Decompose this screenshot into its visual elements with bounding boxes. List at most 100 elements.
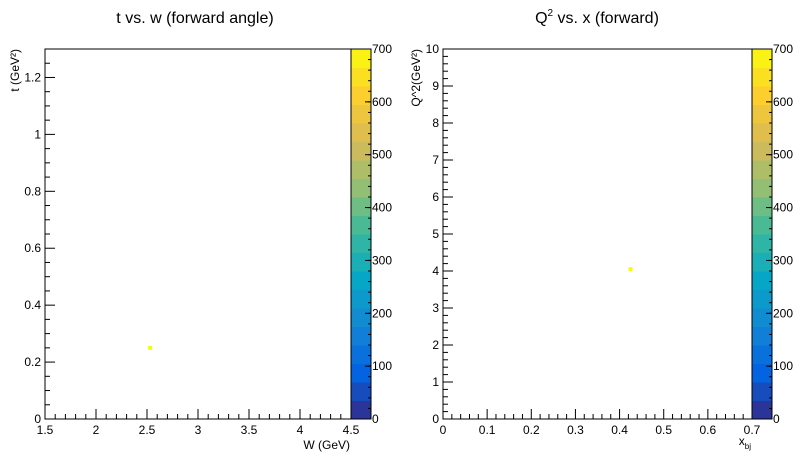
color-scale-band [752, 178, 772, 198]
color-scale-band [752, 215, 772, 235]
color-scale-band [351, 363, 371, 383]
color-scale-band [752, 308, 772, 327]
color-scale-band [752, 49, 772, 68]
color-scale-band [752, 197, 772, 216]
color-scale-band [752, 123, 772, 142]
y-tick-label: 1 [432, 375, 439, 389]
x-tick-label: 0.2 [523, 423, 540, 437]
colorbar-tick-label: 100 [372, 359, 392, 373]
y-tick-label: 0.4 [24, 298, 41, 312]
t-vs-w-panel: t vs. w (forward angle) 1.5 2 2.5 3 3.5 4 4.5 0… [8, 10, 392, 452]
colorbar-tick-label: 300 [372, 253, 392, 267]
x-tick-label: 2 [93, 423, 100, 437]
y-tick-label: 8 [432, 116, 439, 130]
color-scale-band [752, 382, 772, 401]
y-tick-label: 6 [432, 190, 439, 204]
color-scale-bar: 0 100 200 300 400 500 600 700 [751, 42, 793, 426]
y-tick-label: 2 [432, 338, 439, 352]
x-tick-label: 0.6 [700, 423, 717, 437]
panel-title: Q2 vs. x (forward) [535, 8, 659, 27]
color-scale-band [752, 234, 772, 253]
histogram-bin [628, 267, 633, 272]
x-tick-label: 0.3 [567, 423, 584, 437]
y-tick-label: 0.2 [24, 355, 41, 369]
y-tick-label: 7 [432, 153, 439, 167]
y-tick-label: 1 [34, 127, 41, 141]
color-scale-band [351, 104, 371, 124]
y-tick-label: 0 [432, 412, 439, 426]
x-tick-label: 3 [195, 423, 202, 437]
color-scale-band [351, 197, 371, 216]
color-scale-band [351, 49, 371, 68]
x-tick-label: 0.7 [744, 423, 761, 437]
color-scale-band [351, 289, 371, 309]
y-tick-label: 4 [432, 264, 439, 278]
color-scale-band [351, 271, 371, 290]
x-tick-label: 1.5 [37, 423, 54, 437]
color-scale-band [752, 271, 772, 290]
title-superscript-2: 2 [548, 8, 554, 19]
q2-vs-x-panel: Q2 vs. x (forward) 0 0.1 0.2 0.3 0.4 0.5 0.6 0.… [409, 8, 793, 451]
panel-title: t vs. w (forward angle) [116, 10, 273, 27]
color-scale-band [351, 67, 371, 87]
color-scale-band [351, 141, 371, 161]
color-scale-band [752, 326, 772, 346]
color-scale-band [351, 252, 371, 272]
colorbar-tick-label: 0 [372, 412, 379, 426]
histogram-bin [148, 345, 153, 350]
color-scale-band [351, 345, 371, 364]
color-scale-band [752, 67, 772, 87]
colorbar-tick-label: 200 [773, 306, 793, 320]
color-scale-band [752, 141, 772, 161]
colorbar-tick-label: 100 [773, 359, 793, 373]
colorbar-tick-label: 500 [372, 148, 392, 162]
x-tick-label: 3.5 [241, 423, 258, 437]
axis-ticks: 0 0.1 0.2 0.3 0.4 0.5 0.6 0.7 0 1 2 3 4 5 6 7 8 9 10 [426, 42, 761, 437]
color-scale-band [752, 289, 772, 309]
color-scale-band [752, 400, 772, 420]
color-scale-frame [350, 48, 372, 420]
color-scale-band [351, 86, 371, 105]
y-tick-label: 0.8 [24, 184, 41, 198]
x-axis-label: W (GeV) [303, 438, 350, 452]
colorbar-tick-label: 500 [773, 148, 793, 162]
y-tick-label: 5 [432, 227, 439, 241]
colorbar-tick-label: 600 [372, 95, 392, 109]
title-rest: vs. x (forward) [553, 10, 659, 27]
y-tick-label: 9 [432, 79, 439, 93]
x-tick-label: 0.4 [611, 423, 628, 437]
color-scale-band [351, 178, 371, 198]
color-scale-band [351, 400, 371, 420]
y-axis-label: Q^2(GeV²) [409, 49, 423, 107]
y-axis-label: t (GeV²) [8, 49, 22, 92]
x-tick-label: 0.1 [479, 423, 496, 437]
color-scale-band [752, 86, 772, 105]
axis-ticks: 1.5 2 2.5 3 3.5 4 4.5 0 0.2 0.4 0.6 0.8 1 1.2 [24, 48, 360, 437]
color-scale-band [752, 252, 772, 272]
colorbar-tick-label: 700 [773, 42, 793, 56]
color-scale-band [351, 160, 371, 179]
x-tick-label: 0.5 [655, 423, 672, 437]
histogram-bins [628, 267, 633, 272]
y-tick-label: 3 [432, 301, 439, 315]
colorbar-tick-label: 700 [372, 42, 392, 56]
color-scale-band [752, 160, 772, 179]
y-tick-label: 0 [34, 412, 41, 426]
colorbar-tick-label: 200 [372, 306, 392, 320]
x-tick-label: 4 [297, 423, 304, 437]
y-tick-label: 10 [426, 42, 440, 56]
color-scale-frame [751, 48, 773, 420]
colorbar-tick-label: 300 [773, 253, 793, 267]
color-scale-band [351, 308, 371, 327]
x-tick-label: 4.5 [343, 423, 360, 437]
color-scale-band [752, 345, 772, 364]
colorbar-tick-label: 600 [773, 95, 793, 109]
x-tick-label: 2.5 [139, 423, 156, 437]
color-scale-band [351, 326, 371, 346]
color-scale-band [752, 104, 772, 124]
title-q-letter: Q [535, 10, 547, 27]
colorbar-tick-label: 0 [773, 412, 780, 426]
color-scale-band [351, 234, 371, 253]
